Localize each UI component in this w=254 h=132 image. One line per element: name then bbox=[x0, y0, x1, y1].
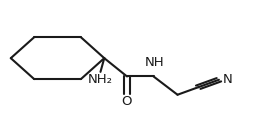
Text: NH: NH bbox=[145, 56, 164, 69]
Text: O: O bbox=[122, 95, 132, 108]
Text: N: N bbox=[223, 73, 232, 86]
Text: NH₂: NH₂ bbox=[88, 72, 113, 86]
